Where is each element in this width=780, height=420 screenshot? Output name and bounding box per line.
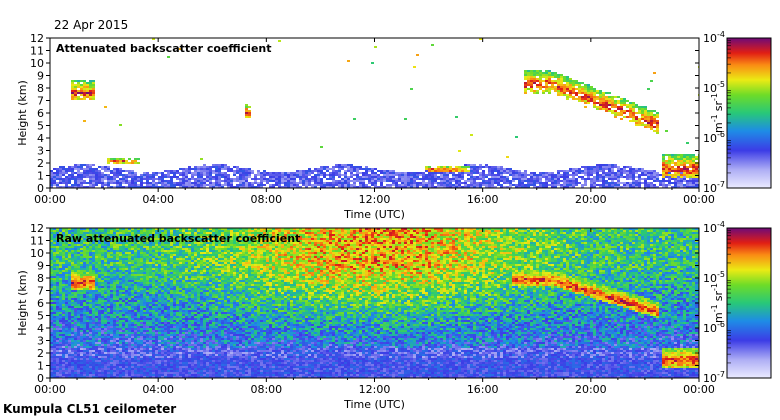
y-tick-label: 4 <box>37 322 44 335</box>
colorbar: 10-710-610-510-4m-1sr-1 <box>703 220 772 385</box>
colorbar-tick-exponent: -6 <box>717 130 725 139</box>
y-tick-label: 10 <box>30 247 44 260</box>
y-tick-label: 5 <box>37 120 44 133</box>
colorbar-unit-base: sr <box>712 101 725 112</box>
colorbar-tick-exponent: -4 <box>717 220 725 229</box>
y-tick-label: 7 <box>37 95 44 108</box>
colorbar-tick-label: 10-7 <box>703 370 725 385</box>
y-tick-label: 3 <box>37 335 44 348</box>
colorbar-unit-label: m-1sr-1 <box>710 93 725 133</box>
x-tick-label: 12:00 <box>359 383 391 396</box>
colorbar-tick-exponent: -7 <box>717 180 725 189</box>
colorbar-unit-exponent: -1 <box>710 304 719 312</box>
x-tick-label: 04:00 <box>142 383 174 396</box>
y-tick-label: 0 <box>37 372 44 385</box>
colorbar-unit-base: sr <box>712 291 725 302</box>
y-tick-label: 6 <box>37 297 44 310</box>
colorbar-tick-exponent: -7 <box>717 370 725 379</box>
colorbar-tick-label: 10-4 <box>703 30 725 45</box>
y-tick-label: 6 <box>37 107 44 120</box>
x-tick-label: 16:00 <box>467 193 499 206</box>
y-tick-label: 12 <box>30 222 44 235</box>
y-tick-label: 4 <box>37 132 44 145</box>
x-tick-label: 08:00 <box>250 383 282 396</box>
x-tick-label: 12:00 <box>359 193 391 206</box>
heatmap-field <box>50 38 699 188</box>
x-tick-label: 00:00 <box>683 193 715 206</box>
y-axis-label: Height (km) <box>16 270 29 336</box>
y-axis-label: Height (km) <box>16 80 29 146</box>
x-tick-label: 20:00 <box>575 383 607 396</box>
y-tick-label: 1 <box>37 360 44 373</box>
colorbar-tick-exponent: -4 <box>717 30 725 39</box>
y-tick-label: 12 <box>30 32 44 45</box>
colorbar-tick-label: 10-5 <box>703 270 725 285</box>
y-tick-label: 7 <box>37 285 44 298</box>
colorbar-unit-base: m <box>712 122 725 133</box>
y-tick-label: 11 <box>30 45 44 58</box>
x-tick-label: 00:00 <box>34 193 66 206</box>
heatmap-field <box>50 228 699 378</box>
y-tick-label: 3 <box>37 145 44 158</box>
y-tick-label: 11 <box>30 235 44 248</box>
instrument-label: Kumpula CL51 ceilometer <box>3 402 177 416</box>
colorbar-unit-exponent: -1 <box>710 283 719 291</box>
y-tick-label: 5 <box>37 310 44 323</box>
y-tick-label: 2 <box>37 347 44 360</box>
x-axis-label: Time (UTC) <box>343 398 405 411</box>
panel-title: Raw attenuated backscatter coefficient <box>56 232 300 245</box>
date-label: 22 Apr 2015 <box>54 18 129 32</box>
y-tick-label: 9 <box>37 70 44 83</box>
x-axis-label: Time (UTC) <box>343 208 405 221</box>
y-tick-label: 0 <box>37 182 44 195</box>
colorbar-tick-exponent: -6 <box>717 320 725 329</box>
y-tick-label: 2 <box>37 157 44 170</box>
x-tick-label: 20:00 <box>575 193 607 206</box>
colorbar-tick-exponent: -5 <box>717 80 725 89</box>
y-tick-label: 9 <box>37 260 44 273</box>
colorbar-tick-exponent: -5 <box>717 270 725 279</box>
x-tick-label: 00:00 <box>34 383 66 396</box>
y-tick-label: 1 <box>37 170 44 183</box>
x-tick-label: 00:00 <box>683 383 715 396</box>
colorbar-unit-base: m <box>712 312 725 323</box>
colorbar-unit-exponent: -1 <box>710 114 719 122</box>
y-tick-label: 8 <box>37 272 44 285</box>
colorbar-unit-exponent: -1 <box>710 93 719 101</box>
panel-title: Attenuated backscatter coefficient <box>56 42 272 55</box>
x-tick-label: 08:00 <box>250 193 282 206</box>
x-tick-label: 16:00 <box>467 383 499 396</box>
x-tick-label: 04:00 <box>142 193 174 206</box>
y-tick-label: 10 <box>30 57 44 70</box>
colorbar-unit-label: m-1sr-1 <box>710 283 725 323</box>
colorbar-tick-label: 10-4 <box>703 220 725 235</box>
colorbar-tick-label: 10-7 <box>703 180 725 195</box>
colorbar: 10-710-610-510-4m-1sr-1 <box>703 30 772 195</box>
y-tick-label: 8 <box>37 82 44 95</box>
colorbar-tick-label: 10-5 <box>703 80 725 95</box>
